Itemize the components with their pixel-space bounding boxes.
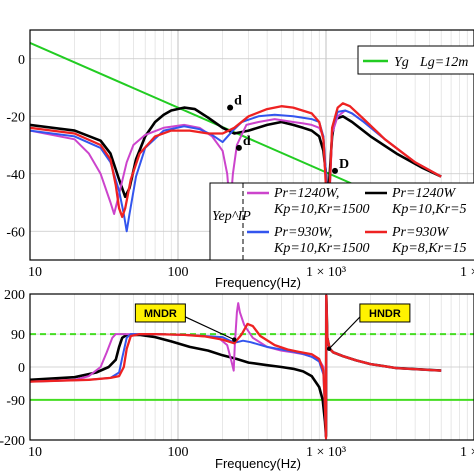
legend-text: Pr=1240W, <box>273 186 339 201</box>
magnitude-y-ticks: 0 -20 -40 -60 <box>6 53 25 241</box>
point-label: d <box>243 134 251 149</box>
magnitude-x-ticks: 10 100 1 × 10³ 1 × 10 <box>28 265 474 280</box>
y-tick-label: -40 <box>6 168 25 183</box>
annotation-label: HNDR <box>369 308 401 320</box>
phase-x-ticks: 10 100 1 × 10³ 1 × 10 <box>28 445 474 460</box>
x-tick-label: 1 × 10 <box>460 265 474 280</box>
legend-text: Pr=930W <box>391 225 449 240</box>
legend-text: Kp=10,Kr=1500 <box>273 241 370 256</box>
point-label: d <box>234 94 242 109</box>
x-tick-label: 1 × 10³ <box>306 265 346 280</box>
y-tick-label: -200 <box>0 434 25 449</box>
legend-entries: Pr=1240W,Kp=10,Kr=1500Pr=1240WKp=10,Kr=5… <box>247 186 467 256</box>
point-labels: d d D <box>227 94 349 174</box>
phase-y-ticks: 200 90 0 -90 -200 <box>0 288 25 449</box>
top-legend: Yg Lg=12m <box>357 45 474 75</box>
y-tick-label: -90 <box>6 394 25 409</box>
phase-reference-lines <box>30 333 474 401</box>
series-line <box>30 109 442 218</box>
annotation-label: MNDR <box>144 308 177 320</box>
series-line <box>30 102 442 219</box>
y-tick-label: 200 <box>4 288 25 303</box>
x-tick-label: 10 <box>28 265 42 280</box>
yg-legend-symbol: Yg <box>394 55 409 70</box>
legend-text: Kp=8,Kr=15 <box>391 241 467 256</box>
y-tick-label: -60 <box>6 225 25 240</box>
legend-box-label: Yep^IP <box>212 209 251 224</box>
phase-annotations: MNDR HNDR <box>134 303 411 351</box>
annotation-box <box>359 303 411 323</box>
legend-text: Kp=10,Kr=1500 <box>273 202 370 217</box>
main-legend-box <box>209 182 474 261</box>
annotation-arrow <box>185 316 235 341</box>
x-tick-label: 1 × 10³ <box>306 445 346 460</box>
x-tick-label: 1 × 10 <box>460 445 474 460</box>
annotation-arrowhead <box>326 346 332 351</box>
y-tick-label: 90 <box>11 328 25 343</box>
x-tick-label: 100 <box>168 265 189 280</box>
annotation-box <box>134 303 186 323</box>
series-line <box>30 294 442 440</box>
phase-frame <box>29 293 474 441</box>
point-marker <box>227 104 234 111</box>
legend-text: Kp=10,Kr=5 <box>391 202 467 217</box>
magnitude-x-label: Frequency(Hz) <box>215 275 301 290</box>
y-tick-label: 0 <box>18 361 25 376</box>
series-line <box>30 109 442 233</box>
legend-text: Pr=1240W <box>391 186 456 201</box>
point-marker <box>331 167 338 174</box>
phase-panel: 200 90 0 -90 -200 10 100 1 × 10³ 1 × 10 Frequen… <box>0 288 474 471</box>
annotation-arrowhead <box>232 337 237 342</box>
x-tick-label: 100 <box>168 445 189 460</box>
y-tick-label: -20 <box>6 110 25 125</box>
yg-legend-text: Lg=12m <box>419 55 468 70</box>
y-tick-label: 0 <box>18 53 25 68</box>
phase-series <box>30 294 442 440</box>
legend-text: Pr=930W, <box>273 225 332 240</box>
point-label: D <box>339 157 349 172</box>
magnitude-panel: 0 -20 -40 -60 10 100 1 × 10³ 1 × 10 Frequency(… <box>6 29 474 290</box>
x-tick-label: 10 <box>28 445 42 460</box>
main-legend: Yep^IP Pr=1240W,Kp=10,Kr=1500Pr=1240WKp=… <box>209 182 474 261</box>
point-marker <box>235 144 242 151</box>
annotation-arrow <box>328 316 361 350</box>
phase-x-label: Frequency(Hz) <box>215 456 301 471</box>
